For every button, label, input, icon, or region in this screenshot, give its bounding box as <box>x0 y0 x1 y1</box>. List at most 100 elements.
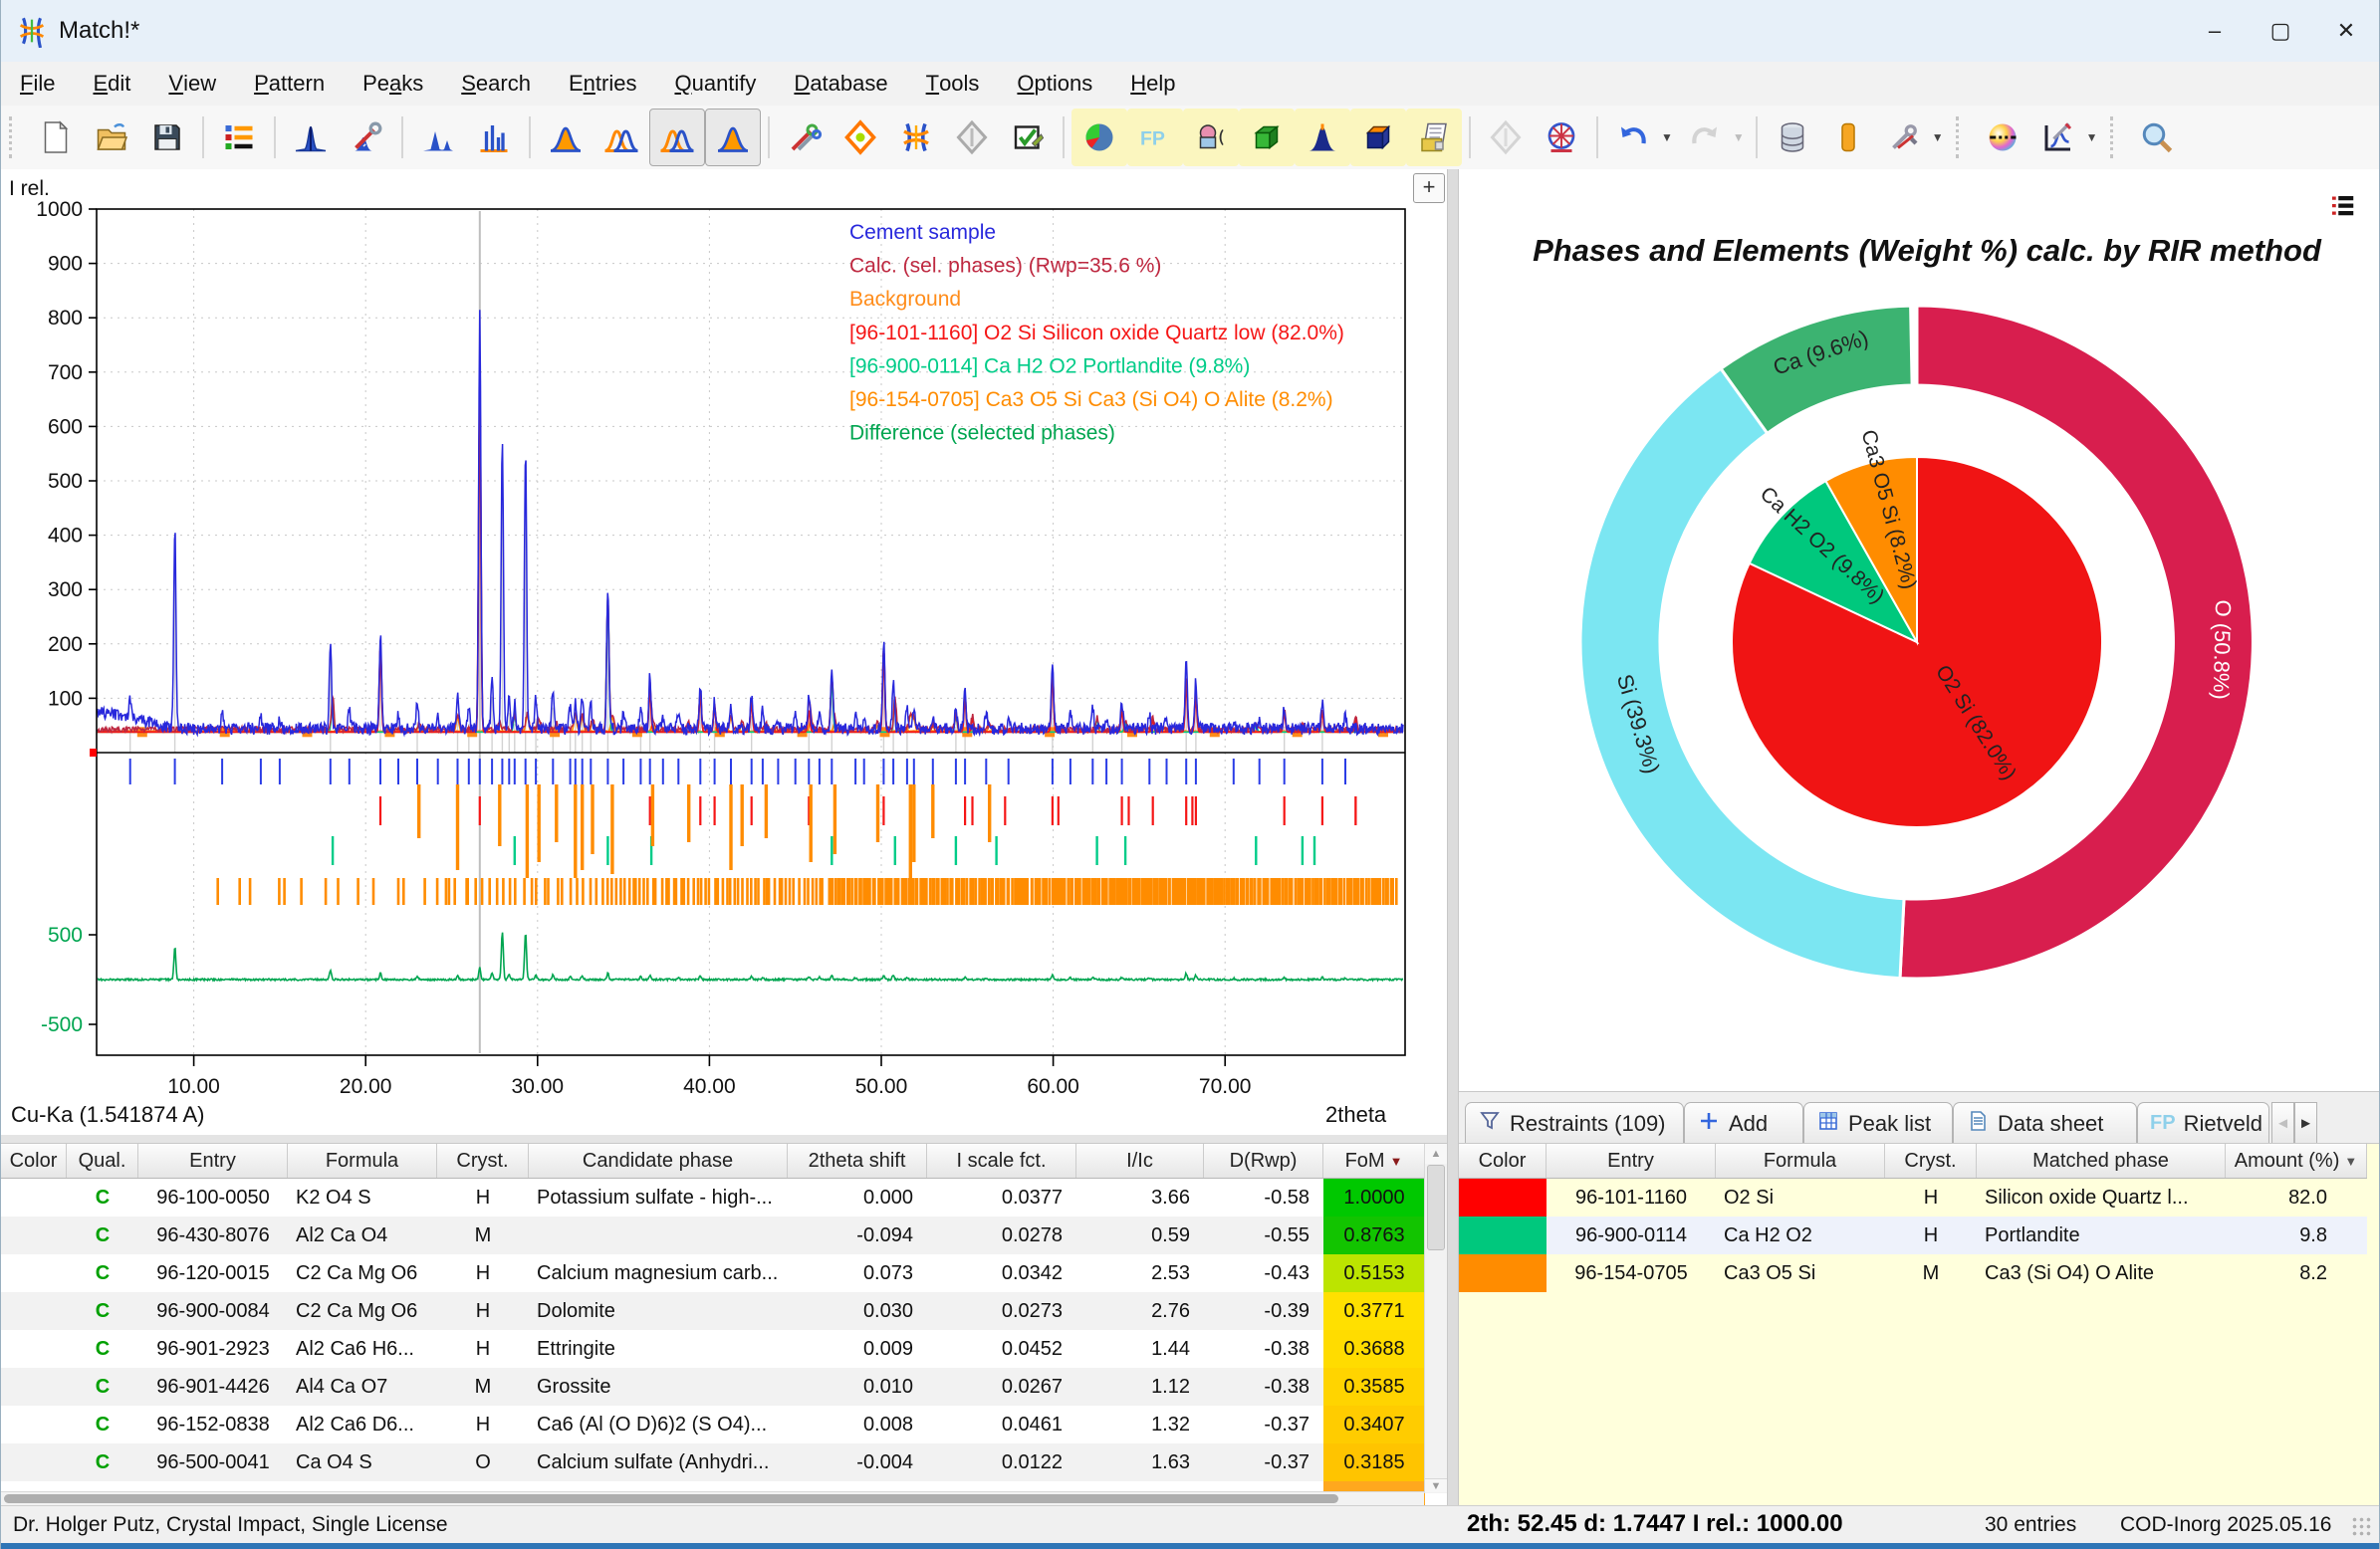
col-header-2theta-shift[interactable]: 2theta shift <box>788 1144 927 1178</box>
matched-phases-table[interactable]: ColorEntryFormulaCryst.Matched phaseAmou… <box>1459 1143 2380 1506</box>
redo-dropdown[interactable]: ▼ <box>1733 130 1745 144</box>
candidate-diamond-button[interactable] <box>833 109 888 166</box>
chart-options-button[interactable] <box>2030 109 2086 166</box>
diamond-disabled-button[interactable] <box>1478 109 1534 166</box>
peak-profile-button[interactable] <box>1295 109 1350 166</box>
redo-button[interactable] <box>1677 109 1733 166</box>
wheel-button[interactable] <box>1534 109 1589 166</box>
menu-tools[interactable]: Tools <box>907 62 999 106</box>
tabs-scroll-right[interactable]: ► <box>2294 1102 2317 1144</box>
report-button[interactable] <box>1406 109 1462 166</box>
menu-peaks[interactable]: Peaks <box>344 62 442 106</box>
col-header-qual-[interactable]: Qual. <box>67 1144 138 1178</box>
diffraction-chart-panel[interactable]: 1000900800700600500400300200100500-50010… <box>1 169 1447 1135</box>
col-header-d-rwp-[interactable]: D(Rwp) <box>1204 1144 1323 1178</box>
menu-search[interactable]: Search <box>442 62 550 106</box>
raw-pattern-button[interactable] <box>410 109 466 166</box>
menu-pattern[interactable]: Pattern <box>235 62 344 106</box>
tab-restraints-109-[interactable]: Restraints (109) <box>1465 1102 1684 1144</box>
candidate-row[interactable]: C96-430-8076Al2 Ca O4M-0.0940.02780.59-0… <box>1 1217 1425 1254</box>
quantify-pie-button[interactable] <box>1071 109 1127 166</box>
profile-filled-button[interactable] <box>538 109 594 166</box>
col-header-amount-[interactable]: Amount (%) ▼ <box>2226 1144 2367 1178</box>
horizontal-splitter[interactable] <box>1 1135 1447 1143</box>
show-exp-pattern-button[interactable] <box>649 109 705 166</box>
profiles-overlay-button[interactable] <box>594 109 649 166</box>
maximize-button[interactable]: ▢ <box>2248 0 2313 62</box>
menu-quantify[interactable]: Quantify <box>655 62 775 106</box>
matched-phase-row[interactable]: 96-101-1160O2 SiHSilicon oxide Quartz l.… <box>1459 1179 2367 1217</box>
crystal-cube-button[interactable] <box>1350 109 1406 166</box>
menu-help[interactable]: Help <box>1111 62 1194 106</box>
toolbar-drag-handle[interactable] <box>2110 116 2121 158</box>
tabs-scroll-left[interactable]: ◄ <box>2271 1102 2294 1144</box>
data-column-button[interactable] <box>1820 109 1876 166</box>
phase-shapes-button[interactable] <box>1183 109 1239 166</box>
col-header-cryst-[interactable]: Cryst. <box>437 1144 529 1178</box>
col-header-color[interactable]: Color <box>1459 1144 1547 1178</box>
entry-list-button[interactable] <box>211 109 267 166</box>
col-header-color[interactable]: Color <box>1 1144 67 1178</box>
col-header-i-ic[interactable]: I/Ic <box>1076 1144 1204 1178</box>
menu-edit[interactable]: Edit <box>74 62 149 106</box>
tab-peak-list[interactable]: Peak list <box>1803 1102 1953 1144</box>
tab-add[interactable]: Add <box>1684 1102 1803 1144</box>
col-header-entry[interactable]: Entry <box>138 1144 288 1178</box>
fp-rietveld-button[interactable]: FP <box>1127 109 1183 166</box>
toolbar-drag-handle[interactable] <box>1956 116 1967 158</box>
menu-file[interactable]: File <box>1 62 74 106</box>
col-header-matched-phase[interactable]: Matched phase <box>1977 1144 2226 1178</box>
diffraction-pattern-chart[interactable]: 1000900800700600500400300200100500-50010… <box>1 169 1447 1135</box>
chart-options-dropdown[interactable]: ▼ <box>2086 130 2098 144</box>
diamond-gray-button[interactable] <box>944 109 1000 166</box>
undo-dropdown[interactable]: ▼ <box>1661 130 1673 144</box>
open-file-button[interactable] <box>84 109 139 166</box>
tab-rietveld[interactable]: FPRietveld <box>2137 1102 2269 1144</box>
select-check-button[interactable] <box>1000 109 1056 166</box>
col-header-i-scale-fct-[interactable]: I scale fct. <box>927 1144 1076 1178</box>
candidate-phases-table[interactable]: ColorQual.EntryFormulaCryst.Candidate ph… <box>1 1143 1447 1506</box>
search-button[interactable] <box>2129 109 2185 166</box>
process-pattern-button[interactable] <box>339 109 394 166</box>
menu-options[interactable]: Options <box>998 62 1111 106</box>
peak-data-button[interactable] <box>283 109 339 166</box>
zoom-in-button[interactable]: + <box>1413 173 1445 203</box>
menu-database[interactable]: Database <box>775 62 906 106</box>
candidate-row[interactable]: C96-500-0041Ca O4 SOCalcium sulfate (Anh… <box>1 1443 1425 1481</box>
horizontal-scrollbar[interactable] <box>1 1491 1424 1506</box>
candidate-row[interactable]: C96-100-0050K2 O4 SHPotassium sulfate - … <box>1 1179 1425 1217</box>
show-calc-pattern-button[interactable] <box>705 109 761 166</box>
candidate-row[interactable]: C96-120-0015C2 Ca Mg O6HCalcium magnesiu… <box>1 1254 1425 1292</box>
match-analysis-button[interactable] <box>888 109 944 166</box>
col-header-fom[interactable]: FoM ▼ <box>1323 1144 1425 1178</box>
resize-grip[interactable] <box>2351 1516 2373 1538</box>
matched-phase-row[interactable]: 96-900-0114Ca H2 O2HPortlandite9.8 <box>1459 1217 2367 1254</box>
menu-view[interactable]: View <box>149 62 235 106</box>
tools-button[interactable] <box>1876 109 1932 166</box>
vertical-scrollbar[interactable]: ▲ <box>1424 1144 1447 1492</box>
col-header-formula[interactable]: Formula <box>288 1144 437 1178</box>
col-header-entry[interactable]: Entry <box>1547 1144 1716 1178</box>
tab-data-sheet[interactable]: Data sheet <box>1953 1102 2137 1144</box>
menu-entries[interactable]: Entries <box>550 62 656 106</box>
chart-menu-icon[interactable] <box>2327 191 2357 221</box>
candidate-row[interactable]: C96-901-4426Al4 Ca O7MGrossite0.0100.026… <box>1 1368 1425 1406</box>
matched-phase-row[interactable]: 96-154-0705Ca3 O5 SiMCa3 (Si O4) O Alite… <box>1459 1254 2367 1292</box>
save-button[interactable] <box>139 109 195 166</box>
col-header-formula[interactable]: Formula <box>1716 1144 1885 1178</box>
col-header-candidate-phase[interactable]: Candidate phase <box>529 1144 788 1178</box>
unit-cell-button[interactable] <box>1239 109 1295 166</box>
quantitative-pie-panel[interactable]: Phases and Elements (Weight %) calc. by … <box>1459 169 2380 1092</box>
col-header-cryst-[interactable]: Cryst. <box>1885 1144 1977 1178</box>
candidate-row[interactable]: C96-152-0838Al2 Ca6 D6...HCa6 (Al (O D)6… <box>1 1406 1425 1443</box>
tools-dropdown[interactable]: ▼ <box>1932 130 1944 144</box>
minimize-button[interactable]: – <box>2182 0 2248 62</box>
search-match-tools-button[interactable] <box>777 109 833 166</box>
color-sphere-button[interactable] <box>1975 109 2030 166</box>
candidate-row[interactable]: C96-900-0084C2 Ca Mg O6HDolomite0.0300.0… <box>1 1292 1425 1330</box>
close-button[interactable]: ✕ <box>2313 0 2379 62</box>
new-document-button[interactable] <box>28 109 84 166</box>
undo-button[interactable] <box>1605 109 1661 166</box>
phases-elements-donut-chart[interactable]: Phases and Elements (Weight %) calc. by … <box>1459 169 2380 1091</box>
toolbar-drag-handle[interactable] <box>9 116 20 158</box>
